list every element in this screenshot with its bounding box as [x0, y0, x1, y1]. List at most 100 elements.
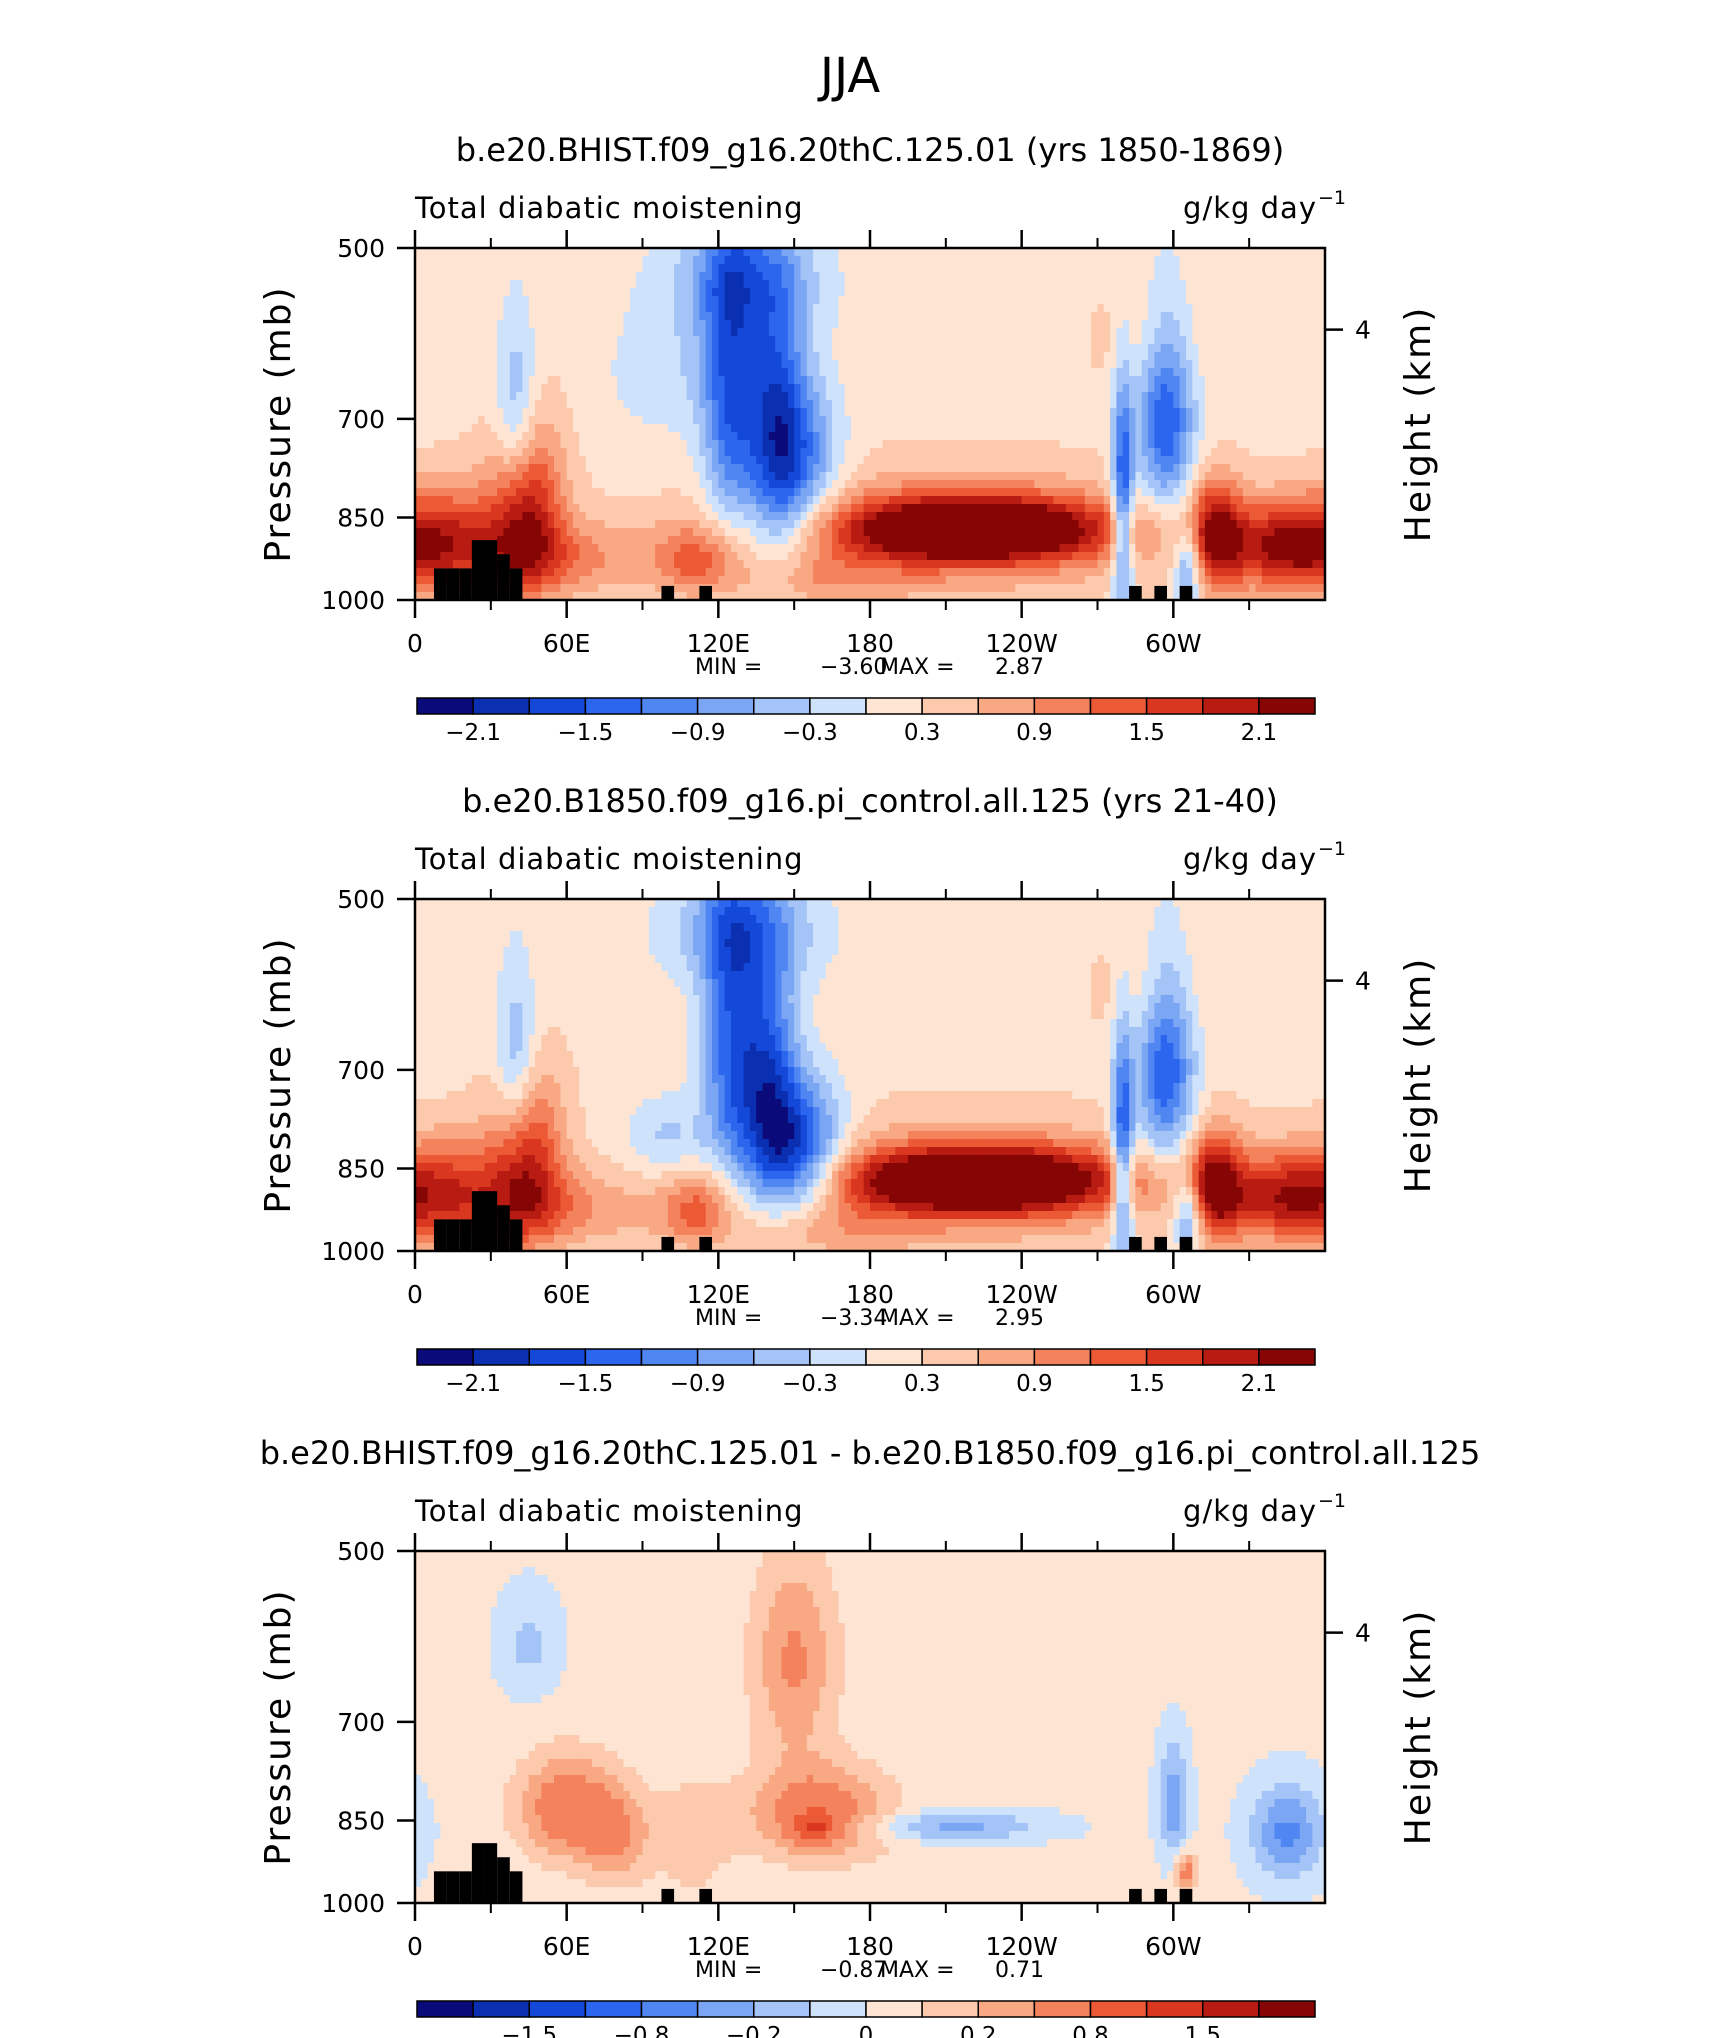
field-cell — [1097, 376, 1105, 385]
field-cell — [1065, 352, 1073, 361]
field-cell — [876, 288, 884, 297]
field-cell — [661, 368, 669, 377]
field-cell — [465, 416, 473, 425]
field-cell — [497, 288, 505, 297]
field-cell — [907, 392, 915, 401]
field-cell — [1040, 488, 1048, 497]
field-cell — [996, 264, 1004, 273]
field-cell — [528, 472, 536, 481]
field-cell — [1002, 520, 1010, 529]
field-cell — [737, 360, 745, 369]
field-cell — [471, 336, 479, 345]
field-cell — [598, 328, 606, 337]
field-cell — [1312, 360, 1320, 369]
field-cell — [737, 384, 745, 393]
field-cell — [1009, 456, 1016, 465]
field-cell — [648, 344, 656, 353]
field-cell — [547, 304, 555, 313]
field-cell — [478, 504, 486, 513]
field-cell — [680, 480, 688, 489]
field-cell — [547, 336, 555, 345]
field-cell — [901, 360, 909, 369]
field-cell — [1072, 296, 1080, 305]
field-cell — [421, 376, 429, 385]
field-cell — [503, 376, 511, 385]
field-cell — [1110, 288, 1118, 297]
field-cell — [964, 304, 972, 313]
field-cell — [604, 440, 612, 449]
field-cell — [851, 376, 858, 385]
field-cell — [756, 296, 764, 305]
field-cell — [1230, 384, 1238, 393]
field-cell — [1059, 280, 1067, 289]
field-cell — [920, 352, 928, 361]
field-cell — [952, 408, 960, 417]
field-cell — [1040, 496, 1048, 505]
field-cell — [800, 392, 808, 401]
field-cell — [857, 296, 865, 305]
field-cell — [775, 456, 783, 465]
field-cell — [503, 384, 511, 393]
field-cell — [920, 488, 928, 497]
field-cell — [433, 288, 441, 297]
field-cell — [503, 336, 511, 345]
field-cell — [952, 248, 960, 257]
field-cell — [1046, 368, 1054, 377]
field-cell — [1179, 344, 1187, 353]
field-cell — [503, 424, 511, 433]
field-cell — [415, 352, 422, 361]
field-cell — [901, 432, 909, 441]
field-cell — [1129, 352, 1137, 361]
field-cell — [1268, 256, 1276, 265]
field-cell — [1306, 384, 1313, 393]
field-cell — [952, 328, 960, 337]
field-cell — [914, 504, 922, 513]
field-cell — [1122, 304, 1130, 313]
field-cell — [566, 336, 574, 345]
field-cell — [724, 520, 732, 529]
field-cell — [1084, 416, 1092, 425]
field-cell — [762, 432, 770, 441]
field-cell — [1223, 432, 1231, 441]
field-cell — [497, 368, 505, 377]
field-cell — [497, 344, 505, 353]
field-cell — [1129, 312, 1137, 321]
field-cell — [1293, 392, 1301, 401]
field-cell — [497, 464, 505, 473]
field-cell — [977, 296, 985, 305]
field-cell — [522, 312, 530, 321]
field-cell — [648, 312, 656, 321]
field-cell — [1046, 448, 1054, 457]
field-cell — [452, 328, 460, 337]
field-cell — [1065, 392, 1073, 401]
field-cell — [901, 448, 909, 457]
field-cell — [1097, 408, 1105, 417]
field-cell — [1154, 344, 1162, 353]
field-cell — [1103, 448, 1111, 457]
field-cell — [945, 512, 953, 521]
field-cell — [958, 248, 966, 257]
field-cell — [554, 264, 561, 273]
field-cell — [522, 440, 530, 449]
field-cell — [920, 472, 928, 481]
field-cell — [1065, 408, 1073, 417]
field-cell — [1015, 288, 1023, 297]
field-cell — [1217, 488, 1225, 497]
field-cell — [787, 360, 795, 369]
field-cell — [1192, 368, 1200, 377]
field-cell — [1072, 416, 1080, 425]
field-cell — [1318, 376, 1326, 385]
field-cell — [901, 504, 909, 513]
field-cell — [503, 296, 511, 305]
field-cell — [926, 336, 934, 345]
field-cell — [421, 456, 429, 465]
field-cell — [945, 456, 953, 465]
field-cell — [484, 408, 492, 417]
field-cell — [939, 512, 947, 521]
field-cell — [1280, 392, 1288, 401]
field-cell — [1009, 424, 1016, 433]
field-cell — [1135, 272, 1143, 281]
field-cell — [1154, 288, 1162, 297]
field-cell — [1009, 264, 1016, 273]
field-cell — [433, 280, 441, 289]
